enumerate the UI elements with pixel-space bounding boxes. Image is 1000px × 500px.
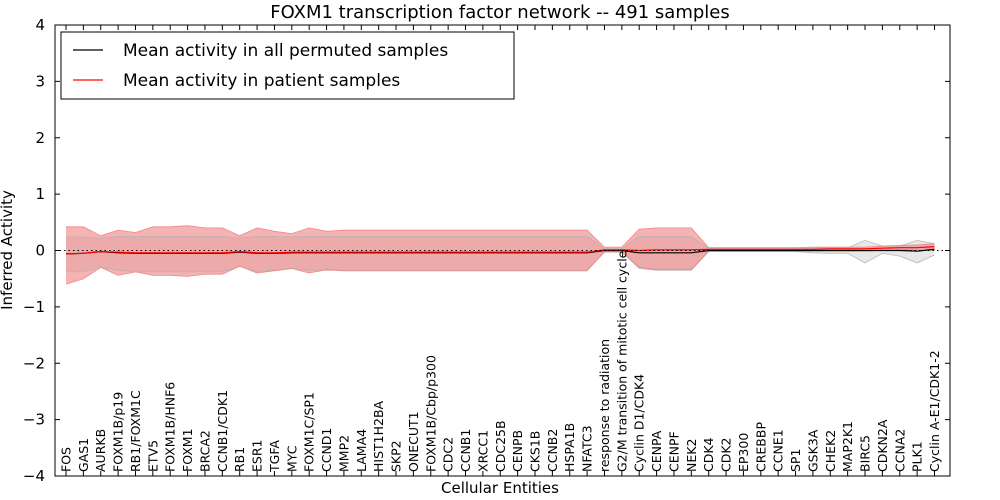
x-tick-label: FOXM1B/p19 [111,392,126,472]
y-tick-label: 3 [35,72,45,90]
x-tick-label: SKP2 [389,440,404,472]
patient-range-band-upper-edge [66,225,935,249]
legend-label-patient: Mean activity in patient samples [123,71,400,91]
x-tick-label: CDK4 [701,437,716,472]
x-tick-label: CDK2 [719,437,734,472]
x-tick-label: CKS1B [528,431,543,472]
x-tick-label: CDC25B [493,420,508,472]
x-tick-label: CCNE1 [771,429,786,472]
patient-range-band [66,225,935,285]
x-tick-label: CDKN2A [875,419,890,472]
x-tick-label: CDC2 [441,437,456,472]
x-tick-label: CCND1 [319,428,334,472]
x-axis-label: Cellular Entities [441,479,559,497]
x-tick-label: RB1/FOXM1C [128,390,143,472]
x-tick-label: NFATC3 [580,425,595,472]
y-axis-label: Inferred Activity [0,190,16,310]
x-tick-label: Cyclin D1/CDK4 [632,374,647,472]
x-tick-label: FOXM1B/Cbp/p300 [423,355,438,472]
x-tick-label: FOXM1 [180,428,195,472]
x-tick-label: SP1 [788,449,803,472]
x-tick-label: CCNB1/CDK1 [215,390,230,472]
x-tick-label: PLK1 [910,441,925,472]
x-tick-label: FOXM1C/SP1 [302,392,317,472]
x-tick-label: ESR1 [250,440,265,472]
x-tick-label: GSK3A [805,429,820,472]
plot-frame [54,24,951,477]
x-tick-label: LAMA4 [354,429,369,472]
legend-label-permuted: Mean activity in all permuted samples [123,41,448,61]
permuted-range-band-lower-edge [66,251,935,273]
y-tick-label: 4 [35,16,45,34]
x-tick-label: MMP2 [336,435,351,472]
legend: Mean activity in all permuted samples Me… [60,31,515,100]
legend-box [60,31,515,100]
x-tick-label: Cyclin A-E1/CDK1-2 [927,350,942,472]
x-tick-label: MAP2K1 [840,421,855,472]
x-tick-label: CREBBP [753,422,768,472]
data-marks [65,225,935,285]
x-tick-label: CENPA [649,430,664,472]
y-tick-label: −2 [23,354,45,372]
y-tick-label: 0 [35,242,45,260]
patient-mean-line [65,246,935,255]
x-tick-label: HSPA1B [562,423,577,472]
x-tick-label: TGFA [267,440,282,473]
x-tick-label: XRCC1 [475,430,490,472]
y-tick-label: −3 [23,411,45,429]
x-tick-label: HIST1H2BA [371,400,386,472]
x-tick-label: CHEK2 [823,430,838,472]
x-tick-label: FOXM1B/HNF6 [163,382,178,472]
x-tick-label: response to radiation [597,339,612,472]
x-tick-label: CCNB2 [545,429,560,472]
x-axis-ticks: FOS GAS1 AURKB FOXM1B/p19 RB1/FOXM1C ETV5 FOXM… [59,25,942,476]
x-tick-label: CENPB [510,430,525,472]
y-axis-ticks: −4 −3 −2 −1 0 1 2 3 4 [23,16,950,485]
x-tick-label: RB1 [232,447,247,472]
x-tick-label: MYC [284,445,299,472]
x-tick-label: FOS [59,447,74,472]
x-tick-label: G2/M transition of mitotic cell cycle [614,250,629,472]
x-tick-label: CCNA2 [892,429,907,472]
chart-title: FOXM1 transcription factor network -- 49… [270,2,730,23]
x-tick-label: GAS1 [76,438,91,472]
x-tick-label: NEK2 [684,439,699,472]
y-tick-label: 2 [35,129,45,147]
y-tick-label: 1 [35,185,45,203]
x-tick-label: BRCA2 [198,430,213,472]
x-tick-label: BIRC5 [858,435,873,472]
x-tick-label: CCNB1 [458,429,473,472]
x-tick-label: EP300 [736,433,751,472]
x-tick-label: AURKB [93,429,108,472]
x-tick-label: CENPF [667,431,682,472]
x-tick-label: ETV5 [145,440,160,472]
x-tick-label: ONECUT1 [406,411,421,472]
y-tick-label: −1 [23,298,45,316]
y-tick-label: −4 [23,467,45,485]
